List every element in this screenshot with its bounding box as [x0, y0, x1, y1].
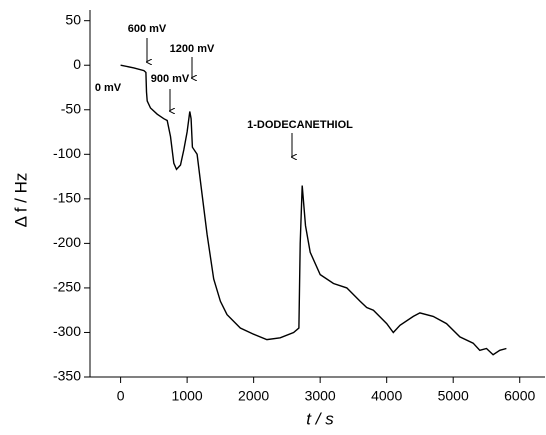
x-tick-label: 6000: [504, 388, 535, 404]
y-tick-label: -150: [53, 190, 81, 206]
data-line: [120, 64, 507, 356]
annotation: 1200 mV: [170, 43, 215, 55]
y-tick-label: -100: [53, 145, 81, 161]
y-tick-label: -200: [53, 234, 81, 250]
y-tick-label: -300: [53, 323, 81, 339]
x-tick-label: 2000: [238, 388, 269, 404]
annotation: 900 mV: [151, 73, 190, 85]
x-tick-label: 1000: [172, 388, 203, 404]
y-axis-label: Δ f / Hz: [11, 173, 30, 228]
x-tick-label: 0: [117, 388, 125, 404]
x-tick-label: 4000: [371, 388, 402, 404]
y-tick-label: -250: [53, 279, 81, 295]
annotation: 0 mV: [95, 82, 122, 94]
y-tick-label: 0: [73, 56, 81, 72]
x-tick-label: 5000: [438, 388, 469, 404]
annotation: 1-DODECANETHIOL: [247, 119, 353, 131]
x-axis-label: t / s: [306, 409, 334, 428]
annotation: 600 mV: [128, 23, 167, 35]
y-tick-label: -50: [61, 100, 81, 116]
x-tick-label: 3000: [305, 388, 336, 404]
y-tick-label: 50: [65, 11, 81, 27]
y-tick-label: -350: [53, 368, 81, 384]
